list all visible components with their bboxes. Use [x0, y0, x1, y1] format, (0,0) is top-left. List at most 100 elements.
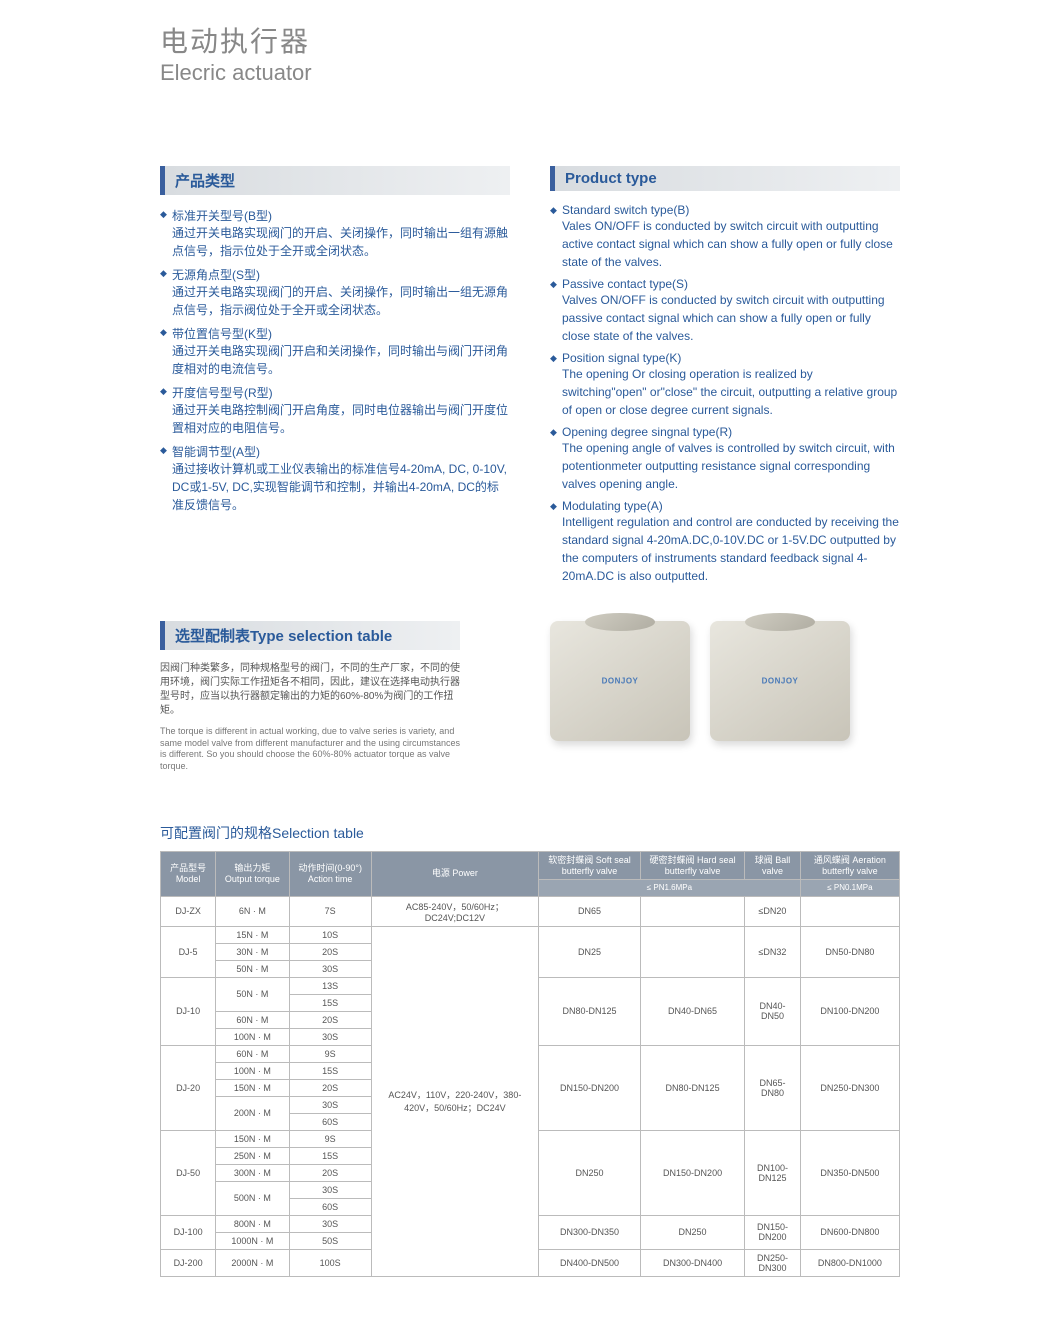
cell-hard [641, 926, 745, 977]
product-images [500, 621, 900, 773]
cell-hard [641, 896, 745, 926]
bullet-item: Position signal type(K)The opening Or cl… [550, 351, 900, 419]
bullet-item: 开度信号型号(R型)通过开关电路控制阀门开启角度，同时电位器输出与阀门开度位置相… [160, 384, 510, 437]
left-column: 产品类型 标准开关型号(B型)通过开关电路实现阀门的开启、关闭操作，同时输出一组… [160, 166, 510, 591]
cell-hard: DN250 [641, 1215, 745, 1249]
th-action: 动作时间(0-90°) Action time [289, 851, 371, 896]
cell-action: 7S [289, 896, 371, 926]
cell-soft: DN65 [538, 896, 640, 926]
bullet-title: 智能调节型(A型) [160, 443, 510, 460]
cell-torque: 30N · M [216, 943, 289, 960]
cell-ball: ≤DN20 [745, 896, 801, 926]
bullet-item: Opening degree singnal type(R)The openin… [550, 425, 900, 493]
cell-soft: DN150-DN200 [538, 1045, 640, 1130]
bullet-item: 无源角点型(S型)通过开关电路实现阀门的开启、关闭操作，同时输出一组无源角点信号… [160, 266, 510, 319]
cell-action: 10S [289, 926, 371, 943]
bullet-body: The opening angle of valves is controlle… [550, 439, 900, 493]
cell-vent: DN100-DN200 [800, 977, 899, 1045]
cell-power: AC85-240V，50/60Hz；DC24V;DC12V [371, 896, 538, 926]
cell-torque: 250N · M [216, 1147, 289, 1164]
table-header: 产品型号 Model 输出力矩 Output torque 动作时间(0-90°… [161, 851, 900, 896]
section-header-cn: 产品类型 [160, 166, 510, 195]
bullet-item: Modulating type(A)Intelligent regulation… [550, 499, 900, 585]
cell-model: DJ-20 [161, 1045, 216, 1130]
th-power: 电源 Power [371, 851, 538, 896]
cell-torque: 60N · M [216, 1045, 289, 1062]
cell-soft: DN300-DN350 [538, 1215, 640, 1249]
cell-torque: 500N · M [216, 1181, 289, 1215]
cell-power: AC24V，110V，220-240V，380-420V，50/60Hz；DC2… [371, 926, 538, 1276]
bullet-title: 开度信号型号(R型) [160, 384, 510, 401]
cell-action: 30S [289, 1215, 371, 1232]
table-row: DJ-ZX 6N · M 7S AC85-240V，50/60Hz；DC24V;… [161, 896, 900, 926]
section-header-en: Product type [550, 166, 900, 191]
cell-torque: 50N · M [216, 977, 289, 1011]
cell-action: 15S [289, 1147, 371, 1164]
cell-torque: 200N · M [216, 1096, 289, 1130]
table-row: DJ-515N · M10SAC24V，110V，220-240V，380-42… [161, 926, 900, 943]
cell-ball: ≤DN32 [745, 926, 801, 977]
cell-action: 60S [289, 1198, 371, 1215]
th-pn01: ≤ PN0.1MPa [800, 880, 899, 897]
bullet-item: 智能调节型(A型)通过接收计算机或工业仪表输出的标准信号4-20mA, DC, … [160, 443, 510, 514]
cell-action: 50S [289, 1232, 371, 1249]
table-body: DJ-ZX 6N · M 7S AC85-240V，50/60Hz；DC24V;… [161, 896, 900, 1276]
actuator-image-2 [710, 621, 850, 741]
cell-action: 60S [289, 1113, 371, 1130]
cell-model: DJ-200 [161, 1249, 216, 1276]
cell-action: 30S [289, 960, 371, 977]
cell-torque: 100N · M [216, 1062, 289, 1079]
cell-action: 20S [289, 943, 371, 960]
bullet-body: Valves ON/OFF is conducted by switch cir… [550, 291, 900, 345]
bullet-title: Opening degree singnal type(R) [550, 425, 900, 439]
cell-action: 30S [289, 1096, 371, 1113]
cell-torque: 50N · M [216, 960, 289, 977]
cell-model: DJ-5 [161, 926, 216, 977]
product-type-columns: 产品类型 标准开关型号(B型)通过开关电路实现阀门的开启、关闭操作，同时输出一组… [160, 166, 900, 591]
selection-note-cn: 因阀门种类繁多，同种规格型号的阀门，不同的生产厂家，不同的使用环境，阀门实际工作… [160, 662, 460, 718]
th-soft: 软密封蝶阀 Soft seal butterfly valve [538, 851, 640, 880]
bullet-item: Standard switch type(B)Vales ON/OFF is c… [550, 203, 900, 271]
selection-note-en: The torque is different in actual workin… [160, 726, 460, 773]
cell-action: 15S [289, 1062, 371, 1079]
selection-header: 选型配制表Type selection table [160, 621, 460, 650]
cell-model: DJ-10 [161, 977, 216, 1045]
cell-torque: 2000N · M [216, 1249, 289, 1276]
bullet-body: The opening Or closing operation is real… [550, 365, 900, 419]
cell-hard: DN40-DN65 [641, 977, 745, 1045]
cell-action: 15S [289, 994, 371, 1011]
bullet-title: 带位置信号型(K型) [160, 325, 510, 342]
selection-row: 选型配制表Type selection table 因阀门种类繁多，同种规格型号… [160, 621, 900, 773]
cell-ball: DN40-DN50 [745, 977, 801, 1045]
bullet-item: 标准开关型号(B型)通过开关电路实现阀门的开启、关闭操作，同时输出一组有源触点信… [160, 207, 510, 260]
table-title: 可配置阀门的规格Selection table [160, 823, 900, 843]
th-hard: 硬密封蝶阀 Hard seal butterfly valve [641, 851, 745, 880]
cell-vent [800, 896, 899, 926]
cell-ball: DN65-DN80 [745, 1045, 801, 1130]
bullet-body: 通过接收计算机或工业仪表输出的标准信号4-20mA, DC, 0-10V, DC… [160, 460, 510, 514]
cell-vent: DN600-DN800 [800, 1215, 899, 1249]
actuator-image-1 [550, 621, 690, 741]
cell-action: 9S [289, 1045, 371, 1062]
bullet-body: Intelligent regulation and control are c… [550, 513, 900, 585]
cell-model: DJ-100 [161, 1215, 216, 1249]
cell-torque: 150N · M [216, 1079, 289, 1096]
th-model: 产品型号 Model [161, 851, 216, 896]
th-torque: 输出力矩 Output torque [216, 851, 289, 896]
cell-vent: DN250-DN300 [800, 1045, 899, 1130]
bullet-body: 通过开关电路实现阀门的开启、关闭操作，同时输出一组有源触点信号，指示位处于全开或… [160, 224, 510, 260]
selection-table: 产品型号 Model 输出力矩 Output torque 动作时间(0-90°… [160, 851, 900, 1277]
cell-soft: DN25 [538, 926, 640, 977]
cell-torque: 6N · M [216, 896, 289, 926]
cell-torque: 150N · M [216, 1130, 289, 1147]
cell-action: 9S [289, 1130, 371, 1147]
bullet-body: Vales ON/OFF is conducted by switch circ… [550, 217, 900, 271]
cell-action: 20S [289, 1079, 371, 1096]
bullet-title: 无源角点型(S型) [160, 266, 510, 283]
cell-vent: DN800-DN1000 [800, 1249, 899, 1276]
cell-torque: 15N · M [216, 926, 289, 943]
right-column: Product type Standard switch type(B)Vale… [550, 166, 900, 591]
bullet-title: Passive contact type(S) [550, 277, 900, 291]
th-pn16: ≤ PN1.6MPa [538, 880, 800, 897]
cell-torque: 60N · M [216, 1011, 289, 1028]
